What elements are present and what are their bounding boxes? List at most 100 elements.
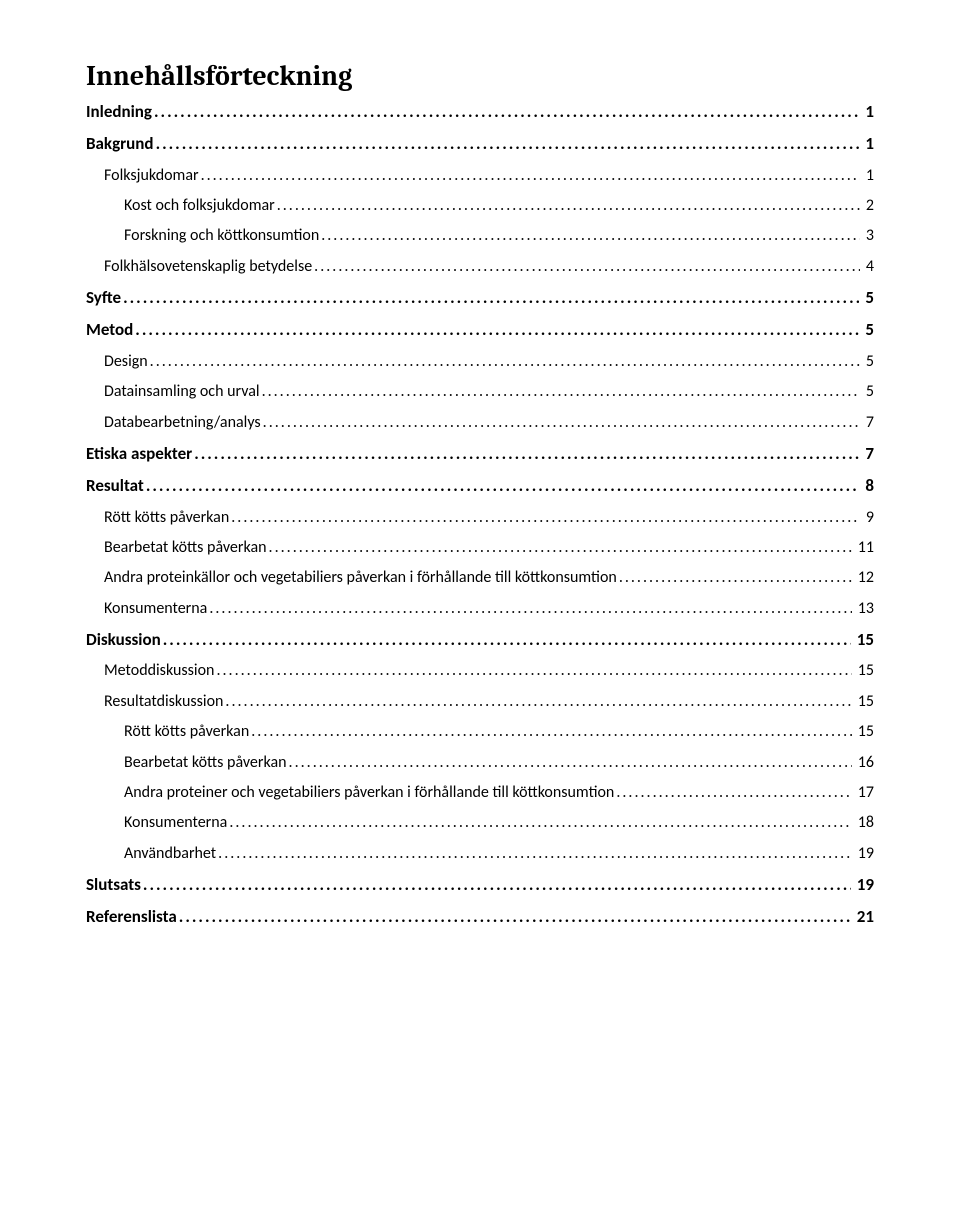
toc-leader-dots: [289, 748, 852, 778]
toc-entry: Andra proteiner och vegetabiliers påverk…: [86, 778, 874, 808]
toc-entry: Forskning och köttkonsumtion 3: [86, 221, 874, 251]
toc-entry-label: Konsumenterna: [104, 594, 207, 624]
toc-entry-page: 5: [862, 347, 874, 377]
toc-entry-label: Folkhälsovetenskaplig betydelse: [104, 252, 312, 282]
toc-entry: Etiska aspekter 7: [86, 438, 874, 470]
toc-entry-label: Syfte: [86, 282, 121, 314]
toc-entry-label: Diskussion: [86, 624, 161, 656]
toc-entry-page: 15: [854, 656, 874, 686]
toc-entry: Bearbetat kötts påverkan 11: [86, 533, 874, 563]
toc-leader-dots: [194, 438, 859, 470]
toc-entry-page: 9: [862, 503, 874, 533]
toc-entry-page: 1: [862, 161, 874, 191]
toc-entry: Rött kötts påverkan 9: [86, 503, 874, 533]
toc-leader-dots: [229, 808, 851, 838]
toc-entry-label: Bakgrund: [86, 128, 154, 160]
toc-entry-page: 15: [854, 717, 874, 747]
toc-entry: Inledning1: [86, 96, 874, 128]
toc-entry-label: Rött kötts påverkan: [104, 503, 229, 533]
toc-entry: Databearbetning/analys 7: [86, 408, 874, 438]
toc-entry-page: 15: [853, 624, 874, 656]
toc-leader-dots: [179, 901, 851, 933]
toc-entry-page: 16: [854, 748, 874, 778]
toc-entry-page: 4: [862, 252, 874, 282]
toc-entry-page: 19: [854, 839, 874, 869]
toc-leader-dots: [262, 377, 860, 407]
toc-leader-dots: [225, 687, 851, 717]
toc-entry-page: 2: [862, 191, 874, 221]
toc-leader-dots: [163, 624, 851, 656]
toc-entry: Folksjukdomar 1: [86, 161, 874, 191]
toc-entry: Bearbetat kötts påverkan 16: [86, 748, 874, 778]
toc-leader-dots: [321, 221, 860, 251]
toc-leader-dots: [146, 470, 860, 502]
toc-entry-page: 5: [861, 314, 874, 346]
toc-entry-label: Bearbetat kötts påverkan: [124, 748, 287, 778]
toc-entry-page: 11: [854, 533, 874, 563]
toc-entry-label: Design: [104, 347, 148, 377]
toc-leader-dots: [314, 252, 860, 282]
toc-entry-label: Forskning och köttkonsumtion: [124, 221, 319, 251]
toc-entry: Folkhälsovetenskaplig betydelse 4: [86, 252, 874, 282]
toc-entry-page: 7: [861, 438, 874, 470]
page-title: Innehållsförteckning: [86, 60, 874, 92]
toc-leader-dots: [123, 282, 859, 314]
toc-leader-dots: [277, 191, 860, 221]
toc-entry: Kost och folksjukdomar2: [86, 191, 874, 221]
toc-leader-dots: [619, 563, 852, 593]
toc-entry-label: Bearbetat kötts påverkan: [104, 533, 267, 563]
table-of-contents: Inledning1Bakgrund1Folksjukdomar1Kost oc…: [86, 96, 874, 934]
toc-leader-dots: [269, 533, 852, 563]
toc-entry: Datainsamling och urval 5: [86, 377, 874, 407]
toc-entry: Användbarhet19: [86, 839, 874, 869]
toc-entry-page: 21: [853, 901, 874, 933]
toc-entry-label: Konsumenterna: [124, 808, 227, 838]
toc-entry-label: Etiska aspekter: [86, 438, 192, 470]
toc-entry-page: 5: [861, 282, 874, 314]
toc-entry: Diskussion 15: [86, 624, 874, 656]
toc-entry: Bakgrund 1: [86, 128, 874, 160]
toc-entry-page: 3: [862, 221, 874, 251]
toc-entry: Metoddiskussion 15: [86, 656, 874, 686]
toc-leader-dots: [143, 869, 851, 901]
toc-entry-page: 1: [861, 96, 874, 128]
toc-leader-dots: [156, 128, 860, 160]
toc-entry: Syfte 5: [86, 282, 874, 314]
toc-leader-dots: [154, 96, 859, 128]
document-page: Innehållsförteckning Inledning1Bakgrund 1…: [0, 0, 960, 1228]
toc-entry-page: 1: [861, 128, 874, 160]
toc-leader-dots: [251, 717, 852, 747]
toc-entry: Referenslista 21: [86, 901, 874, 933]
toc-leader-dots: [209, 594, 851, 624]
toc-entry: Design 5: [86, 347, 874, 377]
toc-entry-page: 7: [862, 408, 874, 438]
toc-entry-label: Rött kötts påverkan: [124, 717, 249, 747]
toc-entry-page: 5: [862, 377, 874, 407]
toc-entry-label: Andra proteinkällor och vegetabiliers på…: [104, 563, 617, 593]
toc-leader-dots: [150, 347, 860, 377]
toc-entry-label: Resultatdiskussion: [104, 687, 223, 717]
toc-leader-dots: [231, 503, 860, 533]
toc-entry: Andra proteinkällor och vegetabiliers på…: [86, 563, 874, 593]
toc-entry-page: 13: [854, 594, 874, 624]
toc-entry-page: 8: [861, 470, 874, 502]
toc-entry-label: Andra proteiner och vegetabiliers påverk…: [124, 778, 614, 808]
toc-entry: Resultat 8: [86, 470, 874, 502]
toc-entry: Resultatdiskussion 15: [86, 687, 874, 717]
toc-entry-page: 15: [854, 687, 874, 717]
toc-leader-dots: [216, 656, 851, 686]
toc-entry: Konsumenterna 13: [86, 594, 874, 624]
toc-entry-label: Metod: [86, 314, 133, 346]
toc-entry-label: Resultat: [86, 470, 144, 502]
toc-entry-page: 19: [853, 869, 874, 901]
toc-entry-label: Databearbetning/analys: [104, 408, 261, 438]
toc-entry-page: 17: [854, 778, 874, 808]
toc-entry-label: Referenslista: [86, 901, 177, 933]
toc-entry: Konsumenterna18: [86, 808, 874, 838]
toc-entry-label: Metoddiskussion: [104, 656, 214, 686]
toc-entry-label: Datainsamling och urval: [104, 377, 260, 407]
toc-entry-label: Folksjukdomar: [104, 161, 199, 191]
toc-leader-dots: [616, 778, 851, 808]
toc-entry: Rött kötts påverkan 15: [86, 717, 874, 747]
toc-leader-dots: [135, 314, 859, 346]
